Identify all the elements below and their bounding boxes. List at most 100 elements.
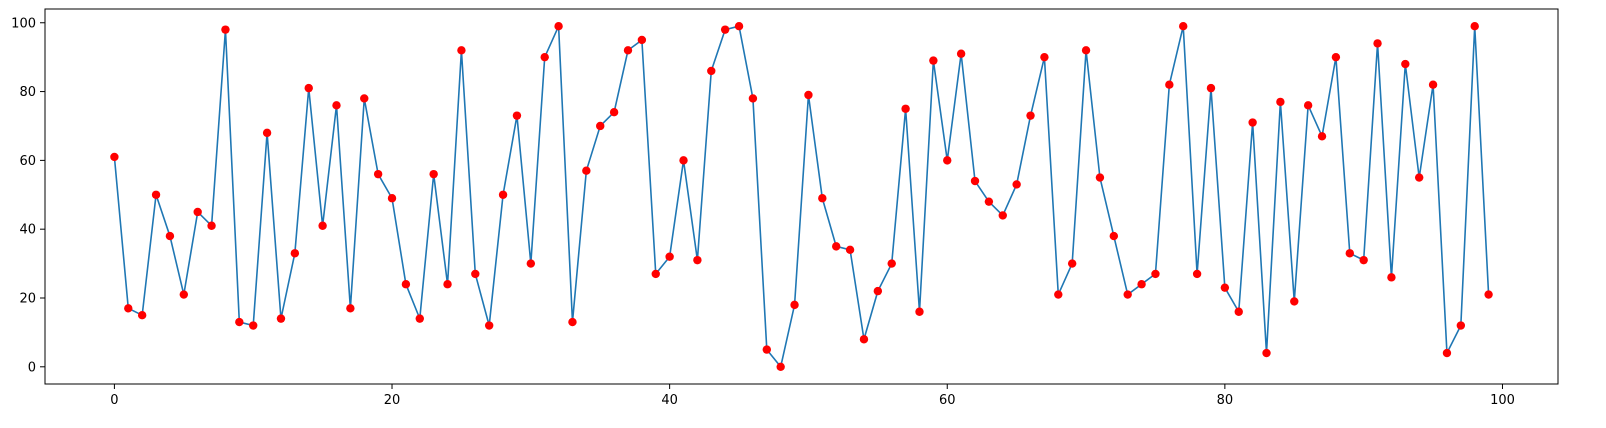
data-point <box>137 310 147 320</box>
data-point <box>596 121 605 131</box>
data-point <box>1428 80 1438 89</box>
data-point <box>207 221 216 230</box>
data-point <box>651 269 660 279</box>
data-point <box>804 90 813 100</box>
data-point <box>790 300 799 310</box>
data-point <box>665 252 674 261</box>
data-point <box>1401 59 1410 69</box>
series-line <box>113 25 1490 368</box>
data-point <box>554 22 563 31</box>
data-point <box>415 314 424 323</box>
data-point <box>609 108 619 117</box>
data-point <box>1276 97 1285 107</box>
data-point <box>1442 348 1452 358</box>
data-point <box>498 190 508 199</box>
data-point <box>915 307 924 316</box>
data-point <box>873 286 883 296</box>
data-point <box>1262 348 1271 358</box>
x-tick-label: 40 <box>661 393 678 408</box>
data-point <box>762 345 771 354</box>
data-point <box>193 207 202 217</box>
data-point <box>1026 111 1035 120</box>
data-point <box>262 128 272 138</box>
data-point <box>332 101 341 110</box>
data-point <box>1220 283 1230 292</box>
data-point <box>568 317 577 327</box>
data-point <box>1303 101 1313 110</box>
data-point <box>1373 39 1382 48</box>
data-point <box>1137 280 1146 289</box>
data-point <box>401 280 411 289</box>
data-point <box>679 156 688 165</box>
data-point <box>845 245 855 255</box>
data-point <box>1387 273 1396 282</box>
data-point <box>484 321 494 330</box>
y-tick-label: 20 <box>19 291 36 306</box>
data-point <box>1095 173 1105 182</box>
data-point <box>443 280 452 289</box>
data-point <box>984 197 994 206</box>
data-point <box>720 25 730 34</box>
data-point <box>526 259 536 268</box>
x-axis: 0 20 40 60 80 100 <box>110 384 1515 408</box>
x-tick-label: 20 <box>384 393 401 408</box>
plot-frame <box>44 8 1559 385</box>
data-point <box>1234 307 1243 316</box>
data-point <box>998 211 1007 220</box>
data-point <box>1331 52 1341 62</box>
data-point <box>1054 290 1063 299</box>
y-tick-label: 40 <box>19 223 36 238</box>
data-point <box>901 104 910 113</box>
data-point <box>1359 255 1368 265</box>
data-point <box>124 304 133 313</box>
data-point <box>346 304 355 313</box>
y-tick-label: 60 <box>19 154 36 169</box>
data-point <box>1206 83 1216 93</box>
data-point <box>457 46 466 55</box>
y-tick-label: 0 <box>28 360 36 375</box>
x-tick-label: 60 <box>939 393 956 408</box>
data-point <box>818 194 827 203</box>
data-point <box>540 52 549 62</box>
data-point <box>249 321 258 330</box>
data-point <box>776 362 785 371</box>
x-tick-label: 0 <box>110 393 118 408</box>
data-point <box>1123 290 1132 299</box>
data-point <box>943 156 952 165</box>
data-point <box>387 194 397 203</box>
data-point <box>1248 118 1257 127</box>
data-point <box>832 242 841 251</box>
data-point <box>707 66 716 76</box>
data-point <box>1109 231 1119 241</box>
data-point <box>429 169 438 179</box>
data-point <box>360 94 369 103</box>
data-point <box>693 255 702 265</box>
data-point <box>151 190 161 199</box>
y-tick-label: 80 <box>19 85 36 100</box>
data-point <box>318 221 327 230</box>
data-point <box>1414 173 1424 182</box>
data-point <box>1067 259 1077 268</box>
data-point <box>956 49 966 58</box>
data-point <box>1179 22 1188 31</box>
data-point <box>304 83 313 93</box>
data-point <box>165 231 175 241</box>
data-point <box>1165 80 1174 89</box>
data-point <box>1317 132 1327 141</box>
data-point <box>1290 297 1299 306</box>
data-series <box>110 22 1493 371</box>
data-point <box>1456 321 1466 330</box>
y-axis: 0 20 40 60 80 100 <box>11 16 45 375</box>
data-point <box>221 25 230 34</box>
y-tick-label: 100 <box>11 16 36 31</box>
data-point <box>276 314 286 323</box>
data-point <box>1484 290 1493 299</box>
data-point <box>734 22 744 31</box>
data-point <box>1040 52 1049 62</box>
data-point <box>623 46 633 55</box>
data-point <box>179 290 189 299</box>
data-point <box>373 169 383 179</box>
data-point <box>1151 269 1160 279</box>
data-point <box>887 259 896 268</box>
